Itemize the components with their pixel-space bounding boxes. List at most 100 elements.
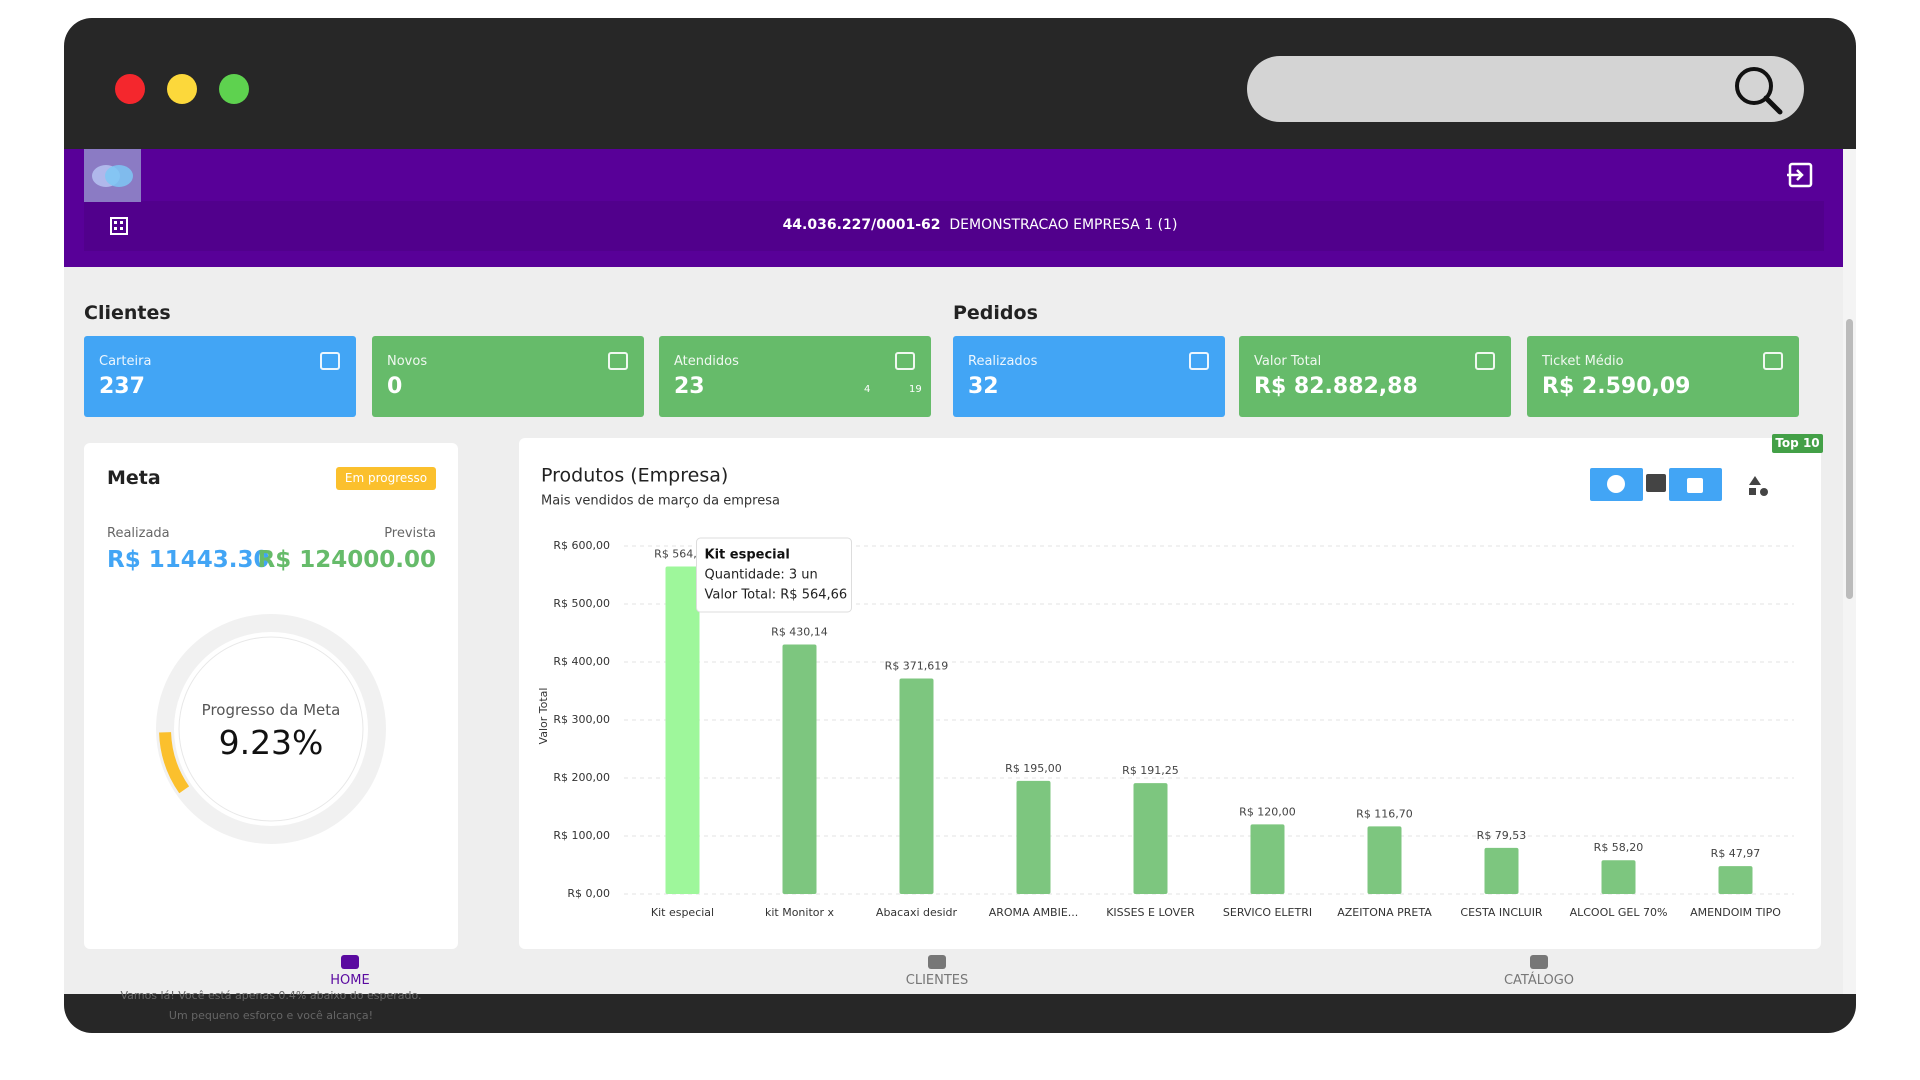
prevista-value: R$ 124000.00 xyxy=(257,547,437,573)
progress-ring xyxy=(156,614,386,844)
nav-label: CATÁLOGO xyxy=(1503,973,1575,988)
x-tick-label: AMENDOIM TIPO xyxy=(1690,906,1781,919)
app: 44.036.227/0001-62 DEMONSTRACAO EMPRESA … xyxy=(64,149,1843,1022)
company-line: 44.036.227/0001-62 DEMONSTRACAO EMPRESA … xyxy=(64,217,1856,233)
value-label: R$ 47,97 xyxy=(1711,847,1761,860)
logo xyxy=(84,149,141,202)
status-badge: Em progresso xyxy=(336,467,436,490)
x-tick-label: kit Monitor x xyxy=(765,906,835,919)
y-tick-label: R$ 0,00 xyxy=(567,887,610,900)
nav-icon xyxy=(928,955,946,969)
stat-card: Valor Total R$ 82.882,88 xyxy=(1239,336,1511,417)
value-label: R$ 430,14 xyxy=(771,626,828,639)
bar xyxy=(1367,826,1402,894)
card-extra: 19 xyxy=(909,384,922,395)
card-value: R$ 82.882,88 xyxy=(1254,374,1418,399)
y-tick-label: R$ 200,00 xyxy=(553,771,610,784)
stat-card: Atendidos 23 4 19 xyxy=(659,336,931,417)
browser-window: 44.036.227/0001-62 DEMONSTRACAO EMPRESA … xyxy=(64,18,1856,1033)
stat-card: Ticket Médio R$ 2.590,09 xyxy=(1527,336,1799,417)
tooltip-line: Quantidade: 3 un xyxy=(705,568,818,583)
card-icon xyxy=(1475,352,1495,370)
logout-icon[interactable] xyxy=(1786,161,1814,189)
card-value: R$ 2.590,09 xyxy=(1542,374,1691,399)
card-label: Carteira xyxy=(99,354,152,369)
tooltip xyxy=(696,537,852,613)
bar xyxy=(1016,780,1051,894)
progress-value: 9.23% xyxy=(218,723,324,762)
value-label: R$ 120,00 xyxy=(1239,805,1296,818)
stat-card: Carteira 237 xyxy=(84,336,356,417)
card-icon xyxy=(608,352,628,370)
chart: Produtos (Empresa) Mais vendidos de març… xyxy=(537,465,1794,919)
nav-label: CLIENTES xyxy=(905,973,969,988)
card-label: Novos xyxy=(387,354,428,369)
section-title: Pedidos xyxy=(953,302,1038,324)
value-label: R$ 79,53 xyxy=(1477,829,1527,842)
card-label: Valor Total xyxy=(1254,354,1322,369)
value-label: R$ 371,619 xyxy=(885,659,949,672)
x-tick-label: AZEITONA PRETA xyxy=(1337,906,1432,919)
realizada-value: R$ 11443.30 xyxy=(107,547,270,573)
y-axis-title: Valor Total xyxy=(537,688,550,745)
app-header: 44.036.227/0001-62 DEMONSTRACAO EMPRESA … xyxy=(64,149,1843,267)
bar xyxy=(1133,783,1168,894)
company-band xyxy=(84,201,1824,251)
bar xyxy=(1250,824,1285,894)
search-bar[interactable] xyxy=(1247,56,1804,122)
card-icon xyxy=(895,352,915,370)
nav-icon xyxy=(341,955,359,969)
y-tick-label: R$ 400,00 xyxy=(553,655,610,668)
section-title: Clientes xyxy=(84,302,171,324)
nav-label: HOME xyxy=(330,973,370,988)
nav-item[interactable]: CATÁLOGO xyxy=(1439,955,1639,988)
value-label: R$ 195,00 xyxy=(1005,762,1062,775)
y-tick-label: R$ 100,00 xyxy=(553,829,610,842)
x-tick-label: AROMA AMBIE... xyxy=(989,906,1079,919)
meta-message: Um pequeno esforço e você alcança! xyxy=(168,1009,374,1022)
value-label: R$ 58,20 xyxy=(1594,841,1644,854)
y-tick-label: R$ 600,00 xyxy=(553,539,610,552)
y-tick-label: R$ 300,00 xyxy=(553,713,610,726)
nav-icon xyxy=(1530,955,1548,969)
scroll-thumb[interactable] xyxy=(1846,319,1853,599)
value-label: R$ 191,25 xyxy=(1122,764,1179,777)
nav-item[interactable]: CLIENTES xyxy=(837,955,1037,988)
scrollbar xyxy=(1843,149,1856,994)
chart-subtitle: Mais vendidos de março da empresa xyxy=(541,494,780,509)
close-button[interactable] xyxy=(115,74,145,104)
chart-panel: Produtos (Empresa) Mais vendidos de març… xyxy=(519,434,1823,949)
x-tick-label: CESTA INCLUIR xyxy=(1460,906,1543,919)
card-label: Atendidos xyxy=(674,354,739,369)
card-label: Ticket Médio xyxy=(1542,354,1624,369)
box-filter[interactable] xyxy=(1646,474,1666,492)
chart-title: Produtos (Empresa) xyxy=(541,465,728,487)
building-icon xyxy=(110,217,128,235)
minimize-button[interactable] xyxy=(167,74,197,104)
top-badge: Top 10 xyxy=(1772,434,1823,453)
bar xyxy=(1484,847,1519,894)
stat-card: Novos 0 xyxy=(372,336,644,417)
meta-title: Meta xyxy=(107,467,161,489)
shapes-filter[interactable] xyxy=(1749,476,1761,495)
search-icon-handle xyxy=(1763,95,1783,115)
card-icon xyxy=(1189,352,1209,370)
bar xyxy=(782,644,817,894)
maximize-button[interactable] xyxy=(219,74,249,104)
meta-panel: Meta Em progresso Realizada Prevista R$ … xyxy=(84,443,458,1022)
card-label: Realizados xyxy=(968,354,1038,369)
y-tick-label: R$ 500,00 xyxy=(553,597,610,610)
card-value: 0 xyxy=(387,374,403,399)
card-icon xyxy=(320,352,340,370)
tooltip-line: Valor Total: R$ 564,66 xyxy=(705,588,848,603)
card-extra: 4 xyxy=(864,384,871,395)
search-icon xyxy=(1735,67,1773,105)
tooltip-title: Kit especial xyxy=(705,548,790,563)
bar xyxy=(1718,866,1753,894)
nav-item[interactable]: HOME xyxy=(250,955,450,988)
card-value: 237 xyxy=(99,374,145,399)
x-tick-label: ALCOOL GEL 70% xyxy=(1570,906,1668,919)
x-tick-label: Abacaxi desidr xyxy=(876,906,958,919)
x-tick-label: KISSES E LOVER xyxy=(1106,906,1195,919)
